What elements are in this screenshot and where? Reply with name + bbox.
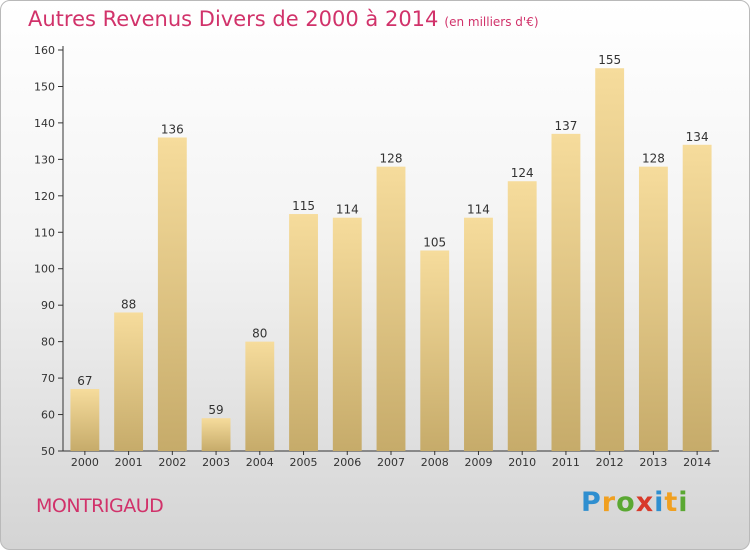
x-tick-label-2009: 2009 bbox=[464, 456, 492, 469]
x-tick-label-2010: 2010 bbox=[508, 456, 536, 469]
value-label-2008: 105 bbox=[423, 236, 446, 250]
bar-2006 bbox=[332, 217, 362, 451]
bars bbox=[70, 68, 712, 452]
y-tick-label: 70 bbox=[41, 372, 55, 385]
value-label-2013: 128 bbox=[642, 152, 665, 166]
value-label-2001: 88 bbox=[121, 297, 136, 311]
x-tick-label-2013: 2013 bbox=[639, 456, 667, 469]
y-tick-label: 60 bbox=[41, 409, 55, 422]
y-tick-label: 110 bbox=[34, 226, 55, 239]
x-axis: 2000 2001 2002 2003 2004 2005 2006 2007 2008 2009… bbox=[63, 450, 719, 469]
x-tick-label-2014: 2014 bbox=[683, 456, 711, 469]
value-label-2003: 59 bbox=[208, 403, 223, 417]
logo-letter: t bbox=[664, 487, 679, 518]
bar-2004 bbox=[245, 341, 275, 451]
value-label-2002: 136 bbox=[161, 122, 184, 136]
x-tick-label-2002: 2002 bbox=[158, 456, 186, 469]
bar-2012 bbox=[595, 68, 625, 452]
bar-2014 bbox=[682, 144, 712, 452]
bar-2000 bbox=[70, 389, 100, 451]
value-label-2006: 114 bbox=[336, 203, 359, 217]
chart-title-text: Autres Revenus Divers de 2000 à 2014 bbox=[28, 7, 439, 31]
logo-letter: o bbox=[616, 487, 636, 518]
logo-letter: r bbox=[601, 487, 617, 518]
bar-2003 bbox=[201, 418, 231, 451]
y-tick-label: 100 bbox=[34, 263, 55, 276]
x-tick-label-2011: 2011 bbox=[552, 456, 580, 469]
value-label-2014: 134 bbox=[686, 130, 709, 144]
bar-2010 bbox=[507, 181, 537, 451]
value-label-2005: 115 bbox=[292, 199, 315, 213]
bar-2011 bbox=[551, 133, 581, 451]
value-label-2010: 124 bbox=[511, 166, 534, 180]
value-labels: 67 88 136 59 80 115 114 128 105 114 124 137 155 128 13… bbox=[77, 53, 708, 417]
y-tick-label: 80 bbox=[41, 336, 55, 349]
value-label-2007: 128 bbox=[380, 152, 403, 166]
logo-letter: x bbox=[635, 487, 655, 518]
x-tick-label-2003: 2003 bbox=[202, 456, 230, 469]
y-tick-label: 50 bbox=[41, 445, 55, 458]
x-tick-label-2000: 2000 bbox=[71, 456, 99, 469]
bar-2002 bbox=[157, 137, 187, 451]
y-tick-label: 140 bbox=[34, 117, 55, 130]
y-tick-label: 160 bbox=[34, 44, 55, 57]
x-tick-label-2001: 2001 bbox=[115, 456, 143, 469]
logo-letter: i bbox=[678, 487, 689, 518]
bar-2005 bbox=[289, 214, 318, 451]
x-tick-label-2007: 2007 bbox=[377, 456, 405, 469]
chart-unit: (en milliers d'€) bbox=[444, 15, 539, 29]
value-label-2012: 155 bbox=[598, 53, 621, 67]
commune-name: MONTRIGAUD bbox=[36, 495, 164, 517]
bar-2009 bbox=[464, 217, 493, 451]
value-label-2004: 80 bbox=[252, 327, 267, 341]
y-tick-label: 130 bbox=[34, 153, 55, 166]
logo-letter: i bbox=[654, 487, 665, 518]
y-axis: 50 60 70 80 90 100 110 120 130 140 150 160 bbox=[34, 44, 64, 458]
x-tick-label-2005: 2005 bbox=[290, 456, 318, 469]
bar-2007 bbox=[376, 166, 406, 451]
x-tick-label-2006: 2006 bbox=[333, 456, 361, 469]
x-tick-label-2008: 2008 bbox=[421, 456, 449, 469]
y-tick-label: 150 bbox=[34, 80, 55, 93]
y-tick-label: 120 bbox=[34, 190, 55, 203]
bar-2013 bbox=[638, 166, 668, 451]
proxiti-logo[interactable]: Proxiti bbox=[581, 487, 689, 518]
chart-title: Autres Revenus Divers de 2000 à 2014 (en … bbox=[28, 7, 539, 31]
x-tick-label-2004: 2004 bbox=[246, 456, 274, 469]
value-label-2009: 114 bbox=[467, 203, 490, 217]
x-tick-label-2012: 2012 bbox=[596, 456, 624, 469]
y-tick-label: 90 bbox=[41, 299, 55, 312]
value-label-2011: 137 bbox=[554, 119, 577, 133]
value-label-2000: 67 bbox=[77, 374, 92, 388]
bar-2008 bbox=[420, 250, 450, 451]
logo-letter: P bbox=[581, 487, 602, 518]
bar-2001 bbox=[114, 312, 144, 451]
